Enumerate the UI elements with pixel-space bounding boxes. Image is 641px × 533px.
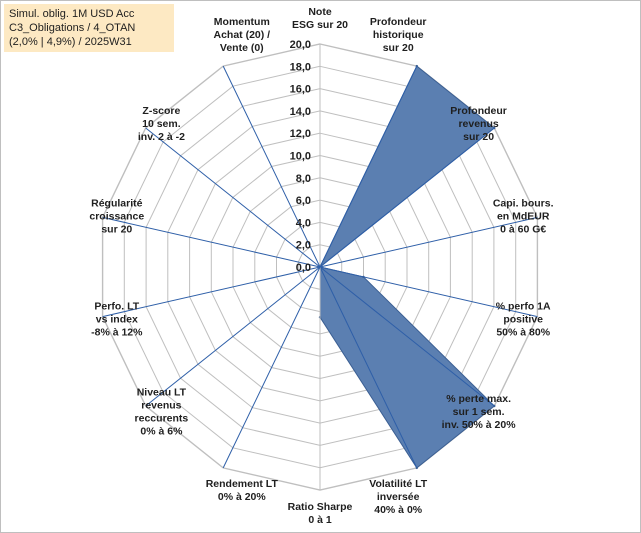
axis-label-line: Momentum — [214, 16, 270, 28]
axis-spoke — [319, 216, 538, 268]
tick-label: 18,0 — [290, 61, 311, 73]
axis-label-line: vs index — [96, 313, 138, 325]
axis-spoke — [319, 127, 495, 268]
axis-label: % perfo 1A positive 50% à 80% — [496, 300, 551, 338]
axis-label-line: Ratio Sharpe — [288, 501, 353, 513]
axis-label-line: positive — [503, 313, 543, 325]
tick-label: 8,0 — [296, 173, 311, 185]
axis-label: Régularité croissance sur 20 — [89, 198, 144, 236]
axis-label-line: 40% à 0% — [374, 504, 423, 516]
axis-label-line: -8% à 12% — [91, 326, 143, 338]
axis-label-line: sur 20 — [463, 131, 494, 143]
title-line-3: (2,0% | 4,9%) / 2025W31 — [9, 36, 132, 48]
tick-label: 10,0 — [290, 151, 311, 163]
axis-label: % perte max. sur 1 sem. inv. 50% à 20% — [442, 393, 517, 431]
axis-spoke — [319, 266, 495, 407]
axis-label-line: croissance — [89, 211, 144, 223]
title-line-2: C3_Obligations / 4_OTAN — [9, 22, 136, 34]
axis-spoke — [222, 65, 321, 268]
axis-spoke — [222, 266, 321, 469]
axis-label-line: en MdEUR — [497, 211, 550, 223]
axis-label-line: revenus — [141, 400, 181, 412]
axis-label-line: ESG sur 20 — [292, 19, 348, 31]
axis-label-line: inv. 2 à -2 — [138, 131, 185, 143]
axis-label: Rendement LT 0% à 20% — [206, 478, 279, 503]
axis-label: Ratio Sharpe 0 à 1 — [288, 501, 353, 526]
axis-label-line: 0 à 1 — [308, 514, 332, 526]
tick-label: 2,0 — [296, 240, 311, 252]
axis-label: Z-score 10 sem. inv. 2 à -2 — [138, 105, 185, 143]
tick-label: 16,0 — [290, 84, 311, 96]
axis-label: Volatilité LT inversée 40% à 0% — [369, 478, 428, 516]
axis-label: Profondeur revenus sur 20 — [450, 105, 507, 143]
axis-label-line: Régularité — [91, 198, 143, 210]
axis-label-line: Rendement LT — [206, 478, 279, 490]
radar-tick-labels: 0,0 2,0 4,0 6,0 8,0 10,0 12,0 14,0 16,0 18,0 20,0 — [290, 39, 311, 274]
radar-spokes — [102, 44, 538, 490]
axis-label-line: % perte max. — [446, 393, 511, 405]
axis-spoke — [102, 266, 321, 318]
axis-label-line: 0 à 60 G€ — [500, 224, 546, 236]
axis-label-line: Capi. bours. — [493, 198, 554, 210]
axis-label-line: sur 1 sem. — [453, 406, 505, 418]
axis-label-line: sur 20 — [101, 224, 132, 236]
axis-label-line: reccurents — [135, 413, 189, 425]
axis-label: Perfo. LT vs index -8% à 12% — [91, 300, 143, 338]
axis-label-line: sur 20 — [383, 42, 414, 54]
axis-spoke — [319, 266, 538, 318]
axis-spoke — [145, 266, 321, 407]
axis-label-line: 0% à 20% — [218, 491, 267, 503]
tick-label: 0,0 — [296, 262, 311, 274]
axis-spoke — [102, 216, 321, 268]
axis-spoke — [319, 65, 418, 268]
axis-label-line: Profondeur — [450, 105, 507, 117]
tick-label: 14,0 — [290, 106, 311, 118]
axis-label-line: Z-score — [142, 105, 180, 117]
axis-label: Capi. bours. en MdEUR 0 à 60 G€ — [493, 198, 554, 236]
axis-label-line: % perfo 1A — [496, 300, 551, 312]
axis-label-line: inv. 50% à 20% — [442, 419, 517, 431]
axis-label: Momentum Achat (20) / Vente (0) — [213, 16, 270, 54]
axis-label-line: inversée — [377, 491, 420, 503]
axis-label-line: 0% à 6% — [140, 426, 183, 438]
axis-label-line: historique — [373, 29, 424, 41]
axis-label-line: Niveau LT — [137, 387, 187, 399]
axis-label: Niveau LT revenus reccurents 0% à 6% — [135, 387, 189, 438]
tick-label: 12,0 — [290, 128, 311, 140]
axis-label-line: revenus — [458, 118, 498, 130]
axis-label-line: Profondeur — [370, 16, 427, 28]
axis-label: Profondeur historique sur 20 — [370, 16, 427, 54]
chart-title-box: Simul. oblig. 1M USD Acc C3_Obligations … — [4, 4, 174, 52]
axis-label-line: 10 sem. — [142, 118, 181, 130]
tick-label: 20,0 — [290, 39, 311, 51]
tick-label: 6,0 — [296, 195, 311, 207]
axis-label-line: Volatilité LT — [369, 478, 428, 490]
axis-label: Note ESG sur 20 — [292, 6, 348, 31]
axis-label-line: Vente (0) — [220, 42, 264, 54]
tick-label: 4,0 — [296, 217, 311, 229]
radar-axis-labels: Note ESG sur 20 Profondeur historique sur 20… — [89, 6, 553, 526]
axis-label-line: Achat (20) / — [213, 29, 270, 41]
axis-label-line: Perfo. LT — [94, 300, 139, 312]
axis-spoke — [145, 127, 321, 268]
axis-label-line: 50% à 80% — [496, 326, 550, 338]
axis-label-line: Note — [308, 6, 331, 18]
axis-spoke — [319, 266, 418, 469]
title-line-1: Simul. oblig. 1M USD Acc — [9, 8, 135, 20]
